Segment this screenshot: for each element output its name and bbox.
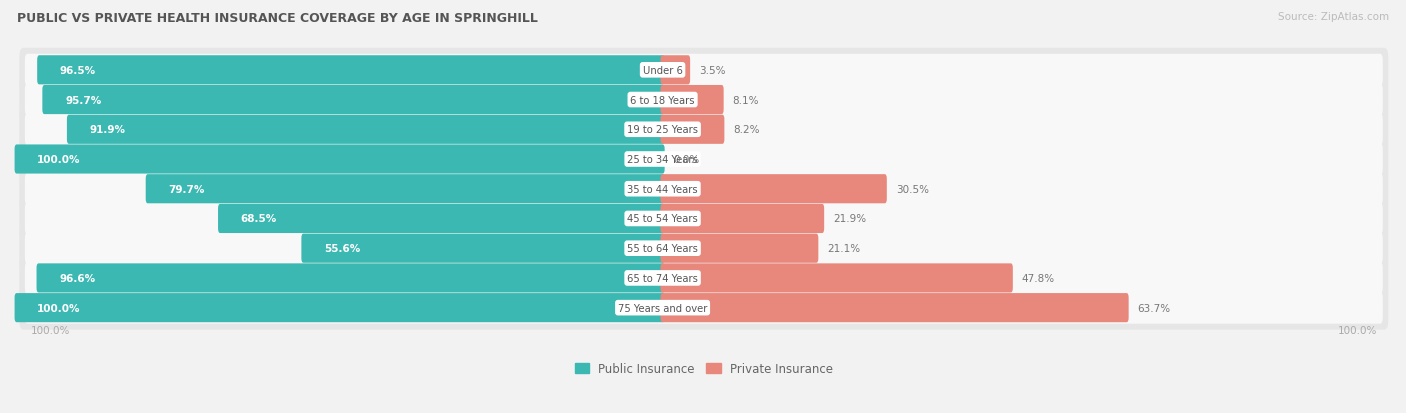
Legend: Public Insurance, Private Insurance: Public Insurance, Private Insurance: [569, 358, 838, 380]
Text: Source: ZipAtlas.com: Source: ZipAtlas.com: [1278, 12, 1389, 22]
FancyBboxPatch shape: [25, 233, 1382, 265]
Text: 21.9%: 21.9%: [834, 214, 866, 224]
FancyBboxPatch shape: [42, 86, 665, 115]
Text: 0.0%: 0.0%: [673, 154, 700, 165]
Text: 45 to 54 Years: 45 to 54 Years: [627, 214, 697, 224]
FancyBboxPatch shape: [661, 56, 690, 85]
FancyBboxPatch shape: [14, 145, 665, 174]
FancyBboxPatch shape: [218, 204, 665, 233]
Text: 100.0%: 100.0%: [37, 303, 80, 313]
FancyBboxPatch shape: [20, 167, 1388, 211]
FancyBboxPatch shape: [661, 293, 1129, 323]
FancyBboxPatch shape: [14, 293, 665, 323]
Text: 35 to 44 Years: 35 to 44 Years: [627, 184, 697, 194]
Text: Under 6: Under 6: [643, 66, 682, 76]
FancyBboxPatch shape: [25, 55, 1382, 87]
Text: 68.5%: 68.5%: [240, 214, 277, 224]
FancyBboxPatch shape: [20, 286, 1388, 330]
Text: 96.6%: 96.6%: [59, 273, 96, 283]
Text: 95.7%: 95.7%: [65, 95, 101, 105]
FancyBboxPatch shape: [25, 203, 1382, 235]
Text: 30.5%: 30.5%: [896, 184, 929, 194]
FancyBboxPatch shape: [301, 234, 665, 263]
Text: 25 to 34 Years: 25 to 34 Years: [627, 154, 697, 165]
Text: PUBLIC VS PRIVATE HEALTH INSURANCE COVERAGE BY AGE IN SPRINGHILL: PUBLIC VS PRIVATE HEALTH INSURANCE COVER…: [17, 12, 537, 25]
Text: 91.9%: 91.9%: [90, 125, 125, 135]
FancyBboxPatch shape: [146, 175, 665, 204]
FancyBboxPatch shape: [661, 175, 887, 204]
Text: 3.5%: 3.5%: [699, 66, 725, 76]
FancyBboxPatch shape: [67, 115, 665, 145]
FancyBboxPatch shape: [20, 49, 1388, 93]
FancyBboxPatch shape: [25, 84, 1382, 116]
Text: 55.6%: 55.6%: [323, 244, 360, 254]
FancyBboxPatch shape: [661, 204, 824, 233]
Text: 96.5%: 96.5%: [60, 66, 96, 76]
FancyBboxPatch shape: [25, 144, 1382, 176]
Text: 75 Years and over: 75 Years and over: [617, 303, 707, 313]
FancyBboxPatch shape: [20, 138, 1388, 182]
Text: 47.8%: 47.8%: [1022, 273, 1054, 283]
FancyBboxPatch shape: [661, 264, 1012, 293]
FancyBboxPatch shape: [25, 262, 1382, 294]
Text: 8.1%: 8.1%: [733, 95, 759, 105]
Text: 65 to 74 Years: 65 to 74 Years: [627, 273, 697, 283]
Text: 8.2%: 8.2%: [734, 125, 759, 135]
Text: 19 to 25 Years: 19 to 25 Years: [627, 125, 699, 135]
FancyBboxPatch shape: [20, 227, 1388, 271]
FancyBboxPatch shape: [661, 115, 724, 145]
FancyBboxPatch shape: [20, 78, 1388, 122]
FancyBboxPatch shape: [20, 197, 1388, 241]
FancyBboxPatch shape: [20, 108, 1388, 152]
FancyBboxPatch shape: [20, 256, 1388, 300]
Text: 21.1%: 21.1%: [827, 244, 860, 254]
Text: 100.0%: 100.0%: [31, 325, 70, 335]
Text: 100.0%: 100.0%: [1339, 325, 1378, 335]
FancyBboxPatch shape: [37, 56, 665, 85]
FancyBboxPatch shape: [25, 114, 1382, 146]
FancyBboxPatch shape: [25, 292, 1382, 324]
FancyBboxPatch shape: [661, 86, 724, 115]
Text: 55 to 64 Years: 55 to 64 Years: [627, 244, 697, 254]
Text: 63.7%: 63.7%: [1137, 303, 1171, 313]
FancyBboxPatch shape: [37, 264, 665, 293]
FancyBboxPatch shape: [661, 234, 818, 263]
Text: 100.0%: 100.0%: [37, 154, 80, 165]
Text: 6 to 18 Years: 6 to 18 Years: [630, 95, 695, 105]
Text: 79.7%: 79.7%: [169, 184, 205, 194]
FancyBboxPatch shape: [25, 173, 1382, 205]
